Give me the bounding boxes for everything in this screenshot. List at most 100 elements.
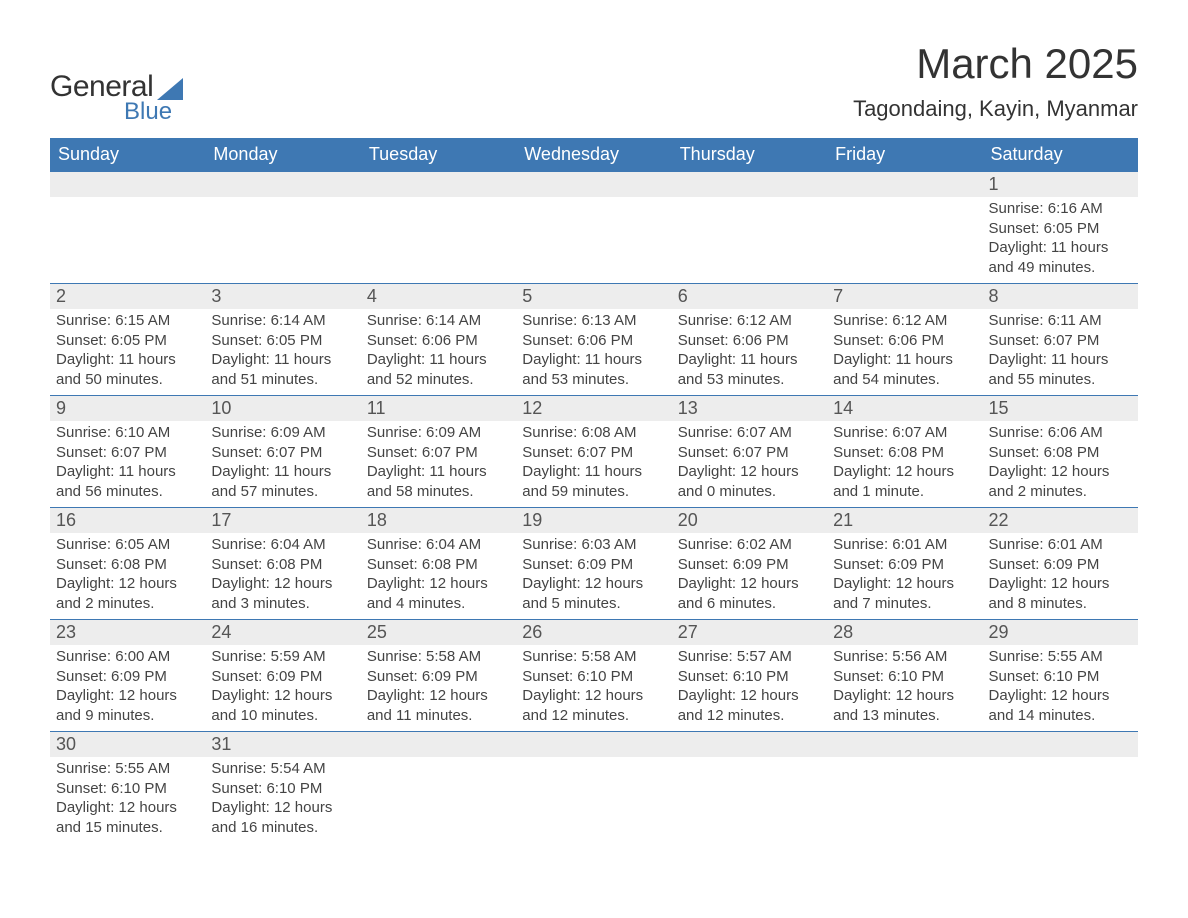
day-number: 11 [367,398,386,418]
sunrise-text: Sunrise: 5:56 AM [833,647,976,667]
daylight-text: Daylight: 11 hours [522,462,665,482]
sunrise-text: Sunrise: 6:04 AM [211,535,354,555]
sunrise-text: Sunrise: 6:07 AM [833,423,976,443]
sunrise-text: Sunrise: 6:01 AM [989,535,1132,555]
day-detail-cell: Sunrise: 6:14 AMSunset: 6:06 PMDaylight:… [361,309,516,396]
day-number-cell: 23 [50,620,205,646]
day-detail-row: Sunrise: 6:16 AMSunset: 6:05 PMDaylight:… [50,197,1138,284]
daylight-text: Daylight: 12 hours [833,686,976,706]
weekday-header: Sunday [50,138,205,172]
day-number-row: 23242526272829 [50,620,1138,646]
day-detail-row: Sunrise: 6:10 AMSunset: 6:07 PMDaylight:… [50,421,1138,508]
daylight-text: Daylight: 11 hours [211,462,354,482]
location-text: Tagondaing, Kayin, Myanmar [853,96,1138,122]
day-detail-cell: Sunrise: 5:58 AMSunset: 6:09 PMDaylight:… [361,645,516,732]
day-number-cell: 5 [516,284,671,310]
day-number: 23 [56,622,76,642]
day-number: 14 [833,398,853,418]
day-number-row: 1 [50,172,1138,198]
daylight-text: and 12 minutes. [678,706,821,726]
sunset-text: Sunset: 6:07 PM [367,443,510,463]
day-number: 7 [833,286,843,306]
day-detail-row: Sunrise: 6:00 AMSunset: 6:09 PMDaylight:… [50,645,1138,732]
daylight-text: and 59 minutes. [522,482,665,502]
sunrise-text: Sunrise: 5:59 AM [211,647,354,667]
day-number-cell: 31 [205,732,360,758]
sunset-text: Sunset: 6:10 PM [211,779,354,799]
sunset-text: Sunset: 6:09 PM [833,555,976,575]
day-number: 27 [678,622,698,642]
sunrise-text: Sunrise: 5:58 AM [367,647,510,667]
day-number-cell [983,732,1138,758]
day-number: 17 [211,510,231,530]
day-number-cell [361,172,516,198]
day-number-row: 9101112131415 [50,396,1138,422]
day-number-cell: 28 [827,620,982,646]
daylight-text: Daylight: 12 hours [211,686,354,706]
sunset-text: Sunset: 6:05 PM [56,331,199,351]
sunrise-text: Sunrise: 6:09 AM [367,423,510,443]
daylight-text: Daylight: 12 hours [56,574,199,594]
day-number-cell: 26 [516,620,671,646]
day-detail-cell: Sunrise: 6:06 AMSunset: 6:08 PMDaylight:… [983,421,1138,508]
day-number-cell: 14 [827,396,982,422]
day-number: 8 [989,286,999,306]
daylight-text: and 52 minutes. [367,370,510,390]
day-number-cell: 11 [361,396,516,422]
daylight-text: and 2 minutes. [989,482,1132,502]
sunrise-text: Sunrise: 5:55 AM [989,647,1132,667]
sunrise-text: Sunrise: 6:08 AM [522,423,665,443]
day-number-cell: 21 [827,508,982,534]
sunrise-text: Sunrise: 6:09 AM [211,423,354,443]
daylight-text: and 11 minutes. [367,706,510,726]
calendar-body: 1Sunrise: 6:16 AMSunset: 6:05 PMDaylight… [50,172,1138,844]
daylight-text: Daylight: 11 hours [522,350,665,370]
day-number-cell: 13 [672,396,827,422]
day-number-cell: 6 [672,284,827,310]
daylight-text: and 53 minutes. [678,370,821,390]
daylight-text: and 6 minutes. [678,594,821,614]
day-number-cell [516,172,671,198]
day-detail-cell: Sunrise: 5:55 AMSunset: 6:10 PMDaylight:… [983,645,1138,732]
day-number: 10 [211,398,231,418]
sunrise-text: Sunrise: 6:12 AM [833,311,976,331]
daylight-text: Daylight: 12 hours [833,574,976,594]
day-number: 4 [367,286,377,306]
weekday-header: Monday [205,138,360,172]
day-number-cell: 2 [50,284,205,310]
daylight-text: Daylight: 12 hours [678,686,821,706]
sunset-text: Sunset: 6:07 PM [989,331,1132,351]
daylight-text: and 51 minutes. [211,370,354,390]
day-number: 5 [522,286,532,306]
day-detail-row: Sunrise: 5:55 AMSunset: 6:10 PMDaylight:… [50,757,1138,843]
weekday-header: Tuesday [361,138,516,172]
daylight-text: Daylight: 11 hours [367,462,510,482]
day-detail-cell: Sunrise: 6:14 AMSunset: 6:05 PMDaylight:… [205,309,360,396]
sunrise-text: Sunrise: 6:01 AM [833,535,976,555]
day-number: 16 [56,510,76,530]
day-number-cell: 24 [205,620,360,646]
daylight-text: Daylight: 12 hours [211,798,354,818]
day-detail-cell [205,197,360,284]
day-number: 31 [211,734,231,754]
daylight-text: and 2 minutes. [56,594,199,614]
daylight-text: Daylight: 11 hours [211,350,354,370]
sunset-text: Sunset: 6:07 PM [678,443,821,463]
daylight-text: and 55 minutes. [989,370,1132,390]
sunrise-text: Sunrise: 6:05 AM [56,535,199,555]
daylight-text: and 0 minutes. [678,482,821,502]
day-number: 29 [989,622,1009,642]
day-detail-cell [983,757,1138,843]
day-detail-cell: Sunrise: 5:55 AMSunset: 6:10 PMDaylight:… [50,757,205,843]
sunrise-text: Sunrise: 6:12 AM [678,311,821,331]
day-number-cell: 19 [516,508,671,534]
day-number-cell [516,732,671,758]
day-detail-cell: Sunrise: 6:09 AMSunset: 6:07 PMDaylight:… [205,421,360,508]
day-number: 20 [678,510,698,530]
day-number-cell: 10 [205,396,360,422]
day-number-cell: 16 [50,508,205,534]
day-number: 6 [678,286,688,306]
day-number-cell [361,732,516,758]
daylight-text: and 16 minutes. [211,818,354,838]
day-number-cell: 15 [983,396,1138,422]
